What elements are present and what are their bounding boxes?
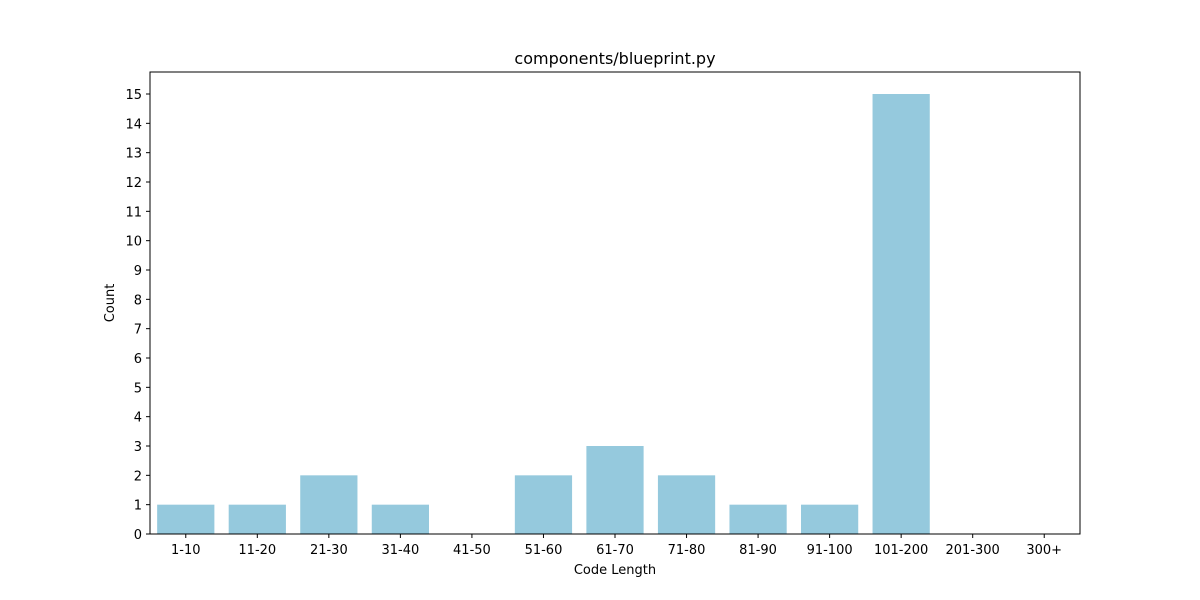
y-tick-label: 5 [134, 381, 142, 396]
y-tick-label: 12 [125, 176, 142, 191]
x-tick-label: 11-20 [238, 543, 276, 558]
x-tick-label: 1-10 [171, 543, 201, 558]
y-tick-label: 2 [134, 469, 142, 484]
y-tick-label: 14 [125, 117, 142, 132]
bar-21-30 [300, 475, 358, 534]
y-tick-label: 7 [134, 323, 142, 338]
x-tick-label: 51-60 [525, 543, 563, 558]
x-tick-label: 91-100 [807, 543, 853, 558]
bar-71-80 [657, 475, 716, 534]
bar-61-70 [586, 446, 644, 534]
y-tick-label: 4 [134, 411, 142, 426]
x-tick-label: 31-40 [381, 543, 419, 558]
x-tick-label: 71-80 [668, 543, 706, 558]
y-tick-label: 13 [125, 147, 142, 162]
x-tick-label: 41-50 [453, 543, 491, 558]
bar-51-60 [514, 475, 573, 534]
bar-1-10 [157, 504, 215, 534]
x-tick-label: 201-300 [946, 543, 1000, 558]
x-tick-label: 21-30 [310, 543, 348, 558]
y-tick-label: 10 [125, 235, 142, 250]
bars-group [157, 94, 930, 534]
y-axis-label: Count [103, 284, 118, 323]
y-tick-label: 15 [125, 88, 142, 103]
bar-11-20 [228, 504, 286, 534]
bar-91-100 [801, 504, 859, 534]
x-tick-label: 61-70 [596, 543, 634, 558]
bar-101-200 [872, 94, 930, 534]
bar-81-90 [729, 504, 787, 534]
y-tick-label: 1 [134, 499, 142, 514]
y-tick-label: 3 [134, 440, 142, 455]
y-tick-label: 11 [125, 205, 142, 220]
x-tick-label: 300+ [1026, 543, 1062, 558]
x-tick-label: 81-90 [739, 543, 777, 558]
x-axis: 1-10 11-20 21-30 31-40 41-50 51-60 61-70 71-80 8… [171, 534, 1062, 558]
bar-31-40 [371, 504, 429, 534]
x-axis-label: Code Length [574, 563, 656, 578]
x-tick-label: 101-200 [874, 543, 928, 558]
y-tick-label: 9 [134, 264, 142, 279]
chart-title: components/blueprint.py [514, 49, 715, 68]
y-tick-label: 0 [134, 528, 142, 543]
y-tick-label: 6 [134, 352, 142, 367]
y-tick-label: 8 [134, 293, 142, 308]
